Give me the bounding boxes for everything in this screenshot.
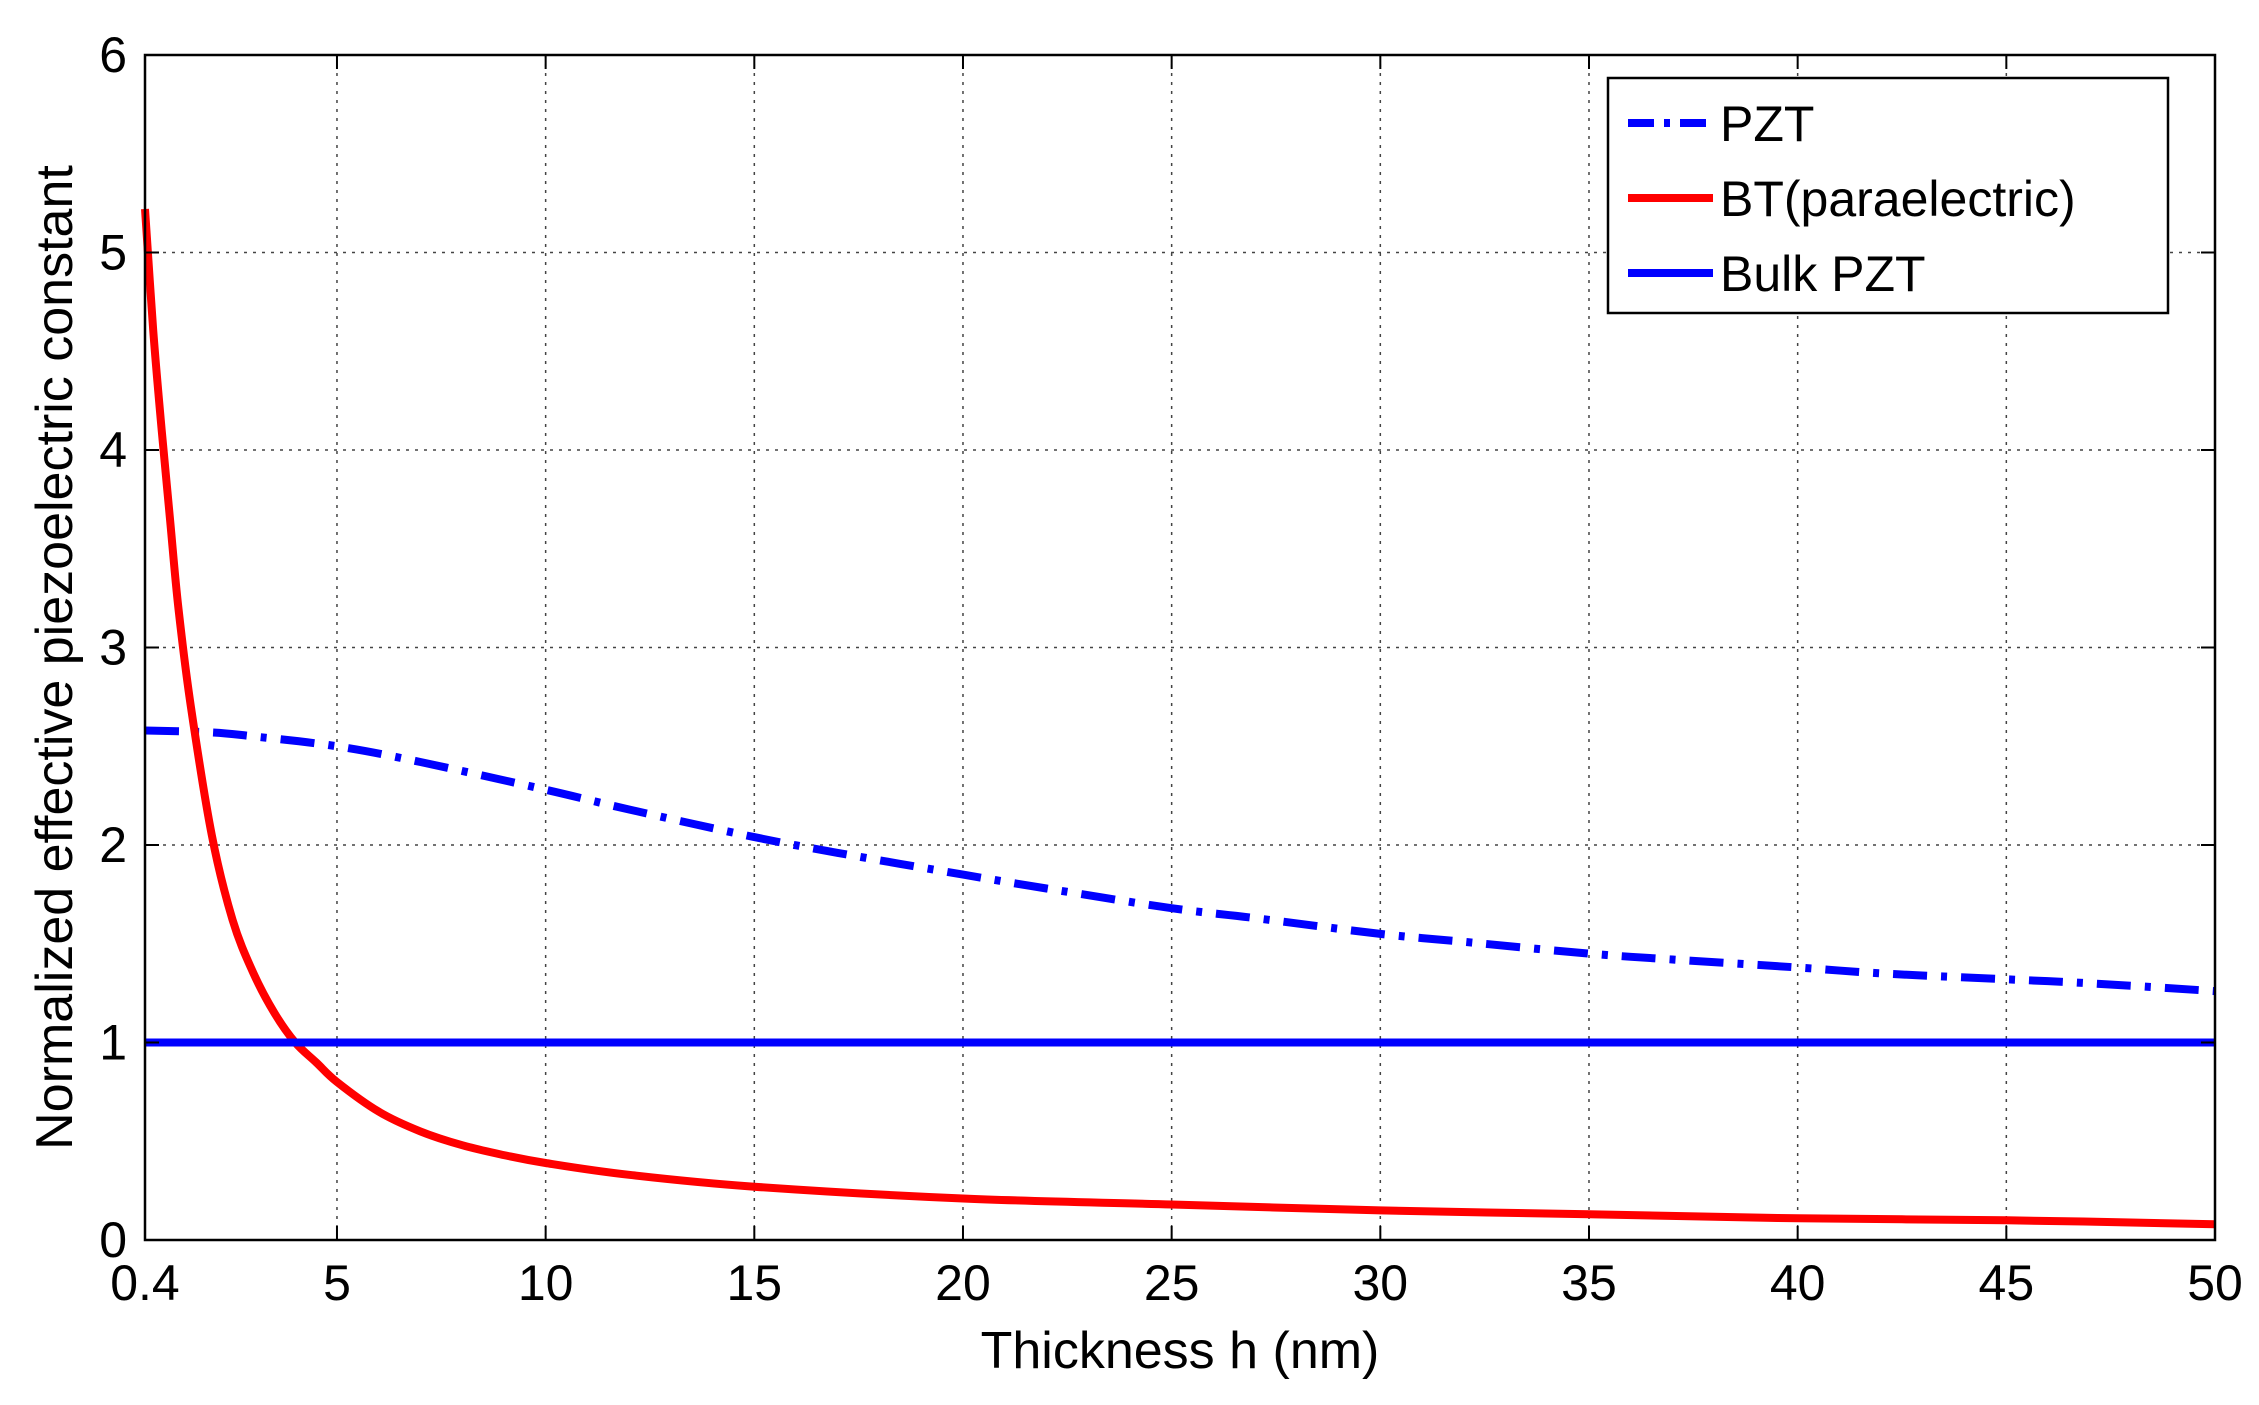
series-line-pzt — [144, 726, 2216, 996]
x-tick-label: 35 — [1561, 1255, 1617, 1311]
x-tick-label: 30 — [1353, 1255, 1409, 1311]
x-tick-label: 25 — [1144, 1255, 1200, 1311]
x-tick-label: 15 — [727, 1255, 783, 1311]
y-tick-label: 2 — [99, 817, 127, 873]
x-tick-label: 40 — [1770, 1255, 1826, 1311]
y-tick-label: 4 — [99, 422, 127, 478]
x-tick-label: 10 — [518, 1255, 574, 1311]
y-tick-label: 0 — [99, 1212, 127, 1268]
y-tick-label: 1 — [99, 1015, 127, 1071]
x-axis-title: Thickness h (nm) — [981, 1322, 1380, 1380]
x-tick-label: 45 — [1979, 1255, 2035, 1311]
x-tick-label: 20 — [935, 1255, 991, 1311]
legend-label: BT(paraelectric) — [1720, 171, 2076, 227]
y-tick-label: 3 — [99, 620, 127, 676]
y-tick-label: 5 — [99, 225, 127, 281]
x-tick-label: 0.4 — [110, 1255, 180, 1311]
legend-label: Bulk PZT — [1720, 246, 1926, 302]
series-lines — [141, 208, 2216, 1229]
x-tick-label: 5 — [323, 1255, 351, 1311]
x-tick-label: 50 — [2187, 1255, 2243, 1311]
series-line-bt-paraelectric — [141, 208, 2216, 1229]
legend-label: PZT — [1720, 96, 1814, 152]
y-axis-title: Normalized effective piezoelectric const… — [26, 165, 84, 1150]
y-tick-label: 6 — [99, 27, 127, 83]
legend: PZT BT(paraelectric) Bulk PZT — [1606, 76, 2170, 315]
